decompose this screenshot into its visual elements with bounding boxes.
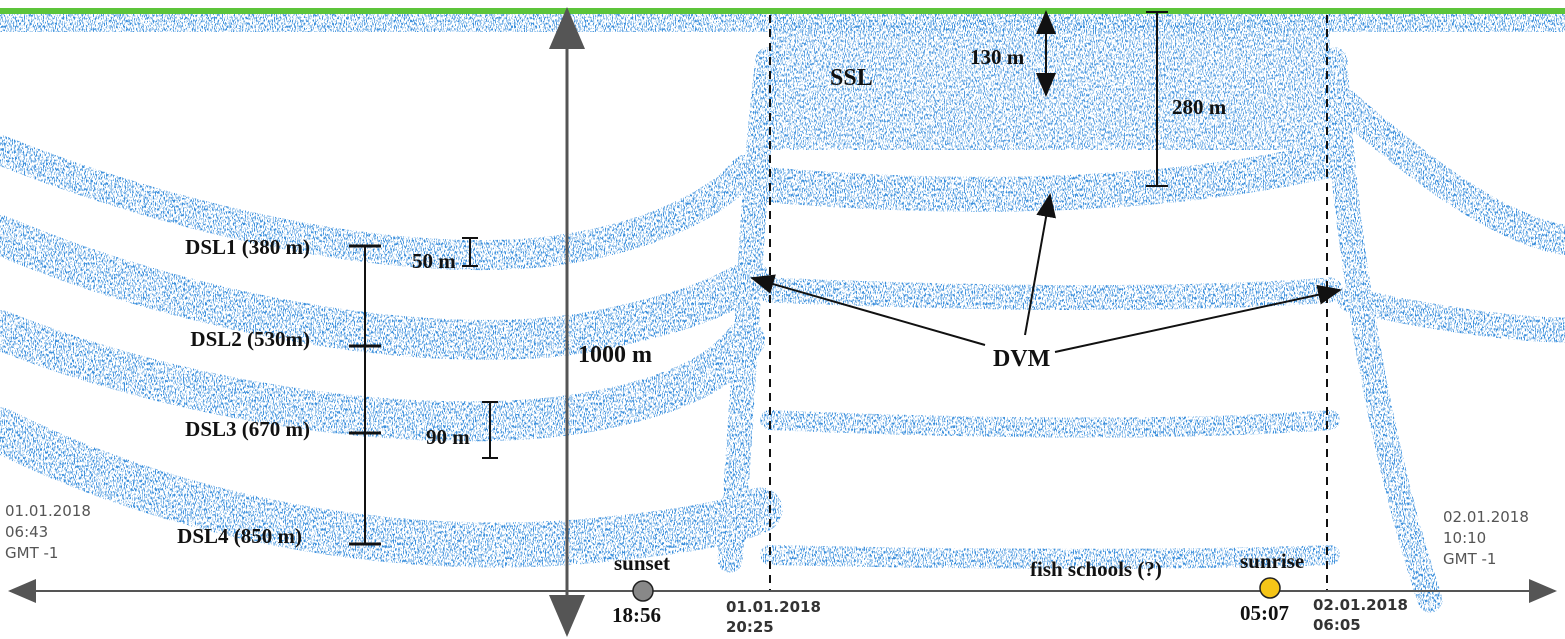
sunrise-marker — [1259, 577, 1281, 599]
dvm-label: DVM — [993, 346, 1050, 372]
ssl-label: SSL — [830, 65, 873, 91]
thickness-label: 90 m — [426, 425, 470, 449]
depth-label: 130 m — [970, 45, 1025, 69]
layer-label: DSL4 (850 m) — [177, 524, 302, 548]
sunset-marker — [632, 580, 654, 602]
sunset-time: 18:56 — [612, 603, 661, 627]
sunset-label: sunset — [614, 551, 670, 575]
end-zone: GMT -1 — [1443, 550, 1496, 568]
end-date: 02.01.2018 — [1443, 508, 1529, 526]
layer-label: DSL2 (530m) — [190, 327, 310, 351]
thickness-label: 280 m — [1172, 95, 1227, 119]
start-zone: GMT -1 — [5, 544, 58, 562]
layer-label: DSL3 (670 m) — [185, 417, 310, 441]
end-time: 10:10 — [1443, 529, 1486, 547]
labels: DSL1 (380 m) DSL2 (530m) DSL3 (670 m) DS… — [5, 45, 1529, 636]
dusk-date: 01.01.2018 — [726, 598, 821, 616]
start-time: 06:43 — [5, 523, 48, 541]
annotation-lines — [8, 7, 1557, 637]
dusk-time: 20:25 — [726, 618, 774, 636]
dawn-time: 06:05 — [1313, 616, 1361, 634]
dawn-date: 02.01.2018 — [1313, 596, 1408, 614]
sunrise-time: 05:07 — [1240, 601, 1289, 625]
fish-schools-label: fish schools (?) — [1030, 557, 1162, 581]
echo-background — [0, 8, 1565, 613]
start-date: 01.01.2018 — [5, 502, 91, 520]
range-label: 1000 m — [578, 342, 652, 368]
thickness-label: 50 m — [412, 249, 456, 273]
layer-label: DSL1 (380 m) — [185, 235, 310, 259]
sunrise-label: sunrise — [1240, 549, 1304, 573]
